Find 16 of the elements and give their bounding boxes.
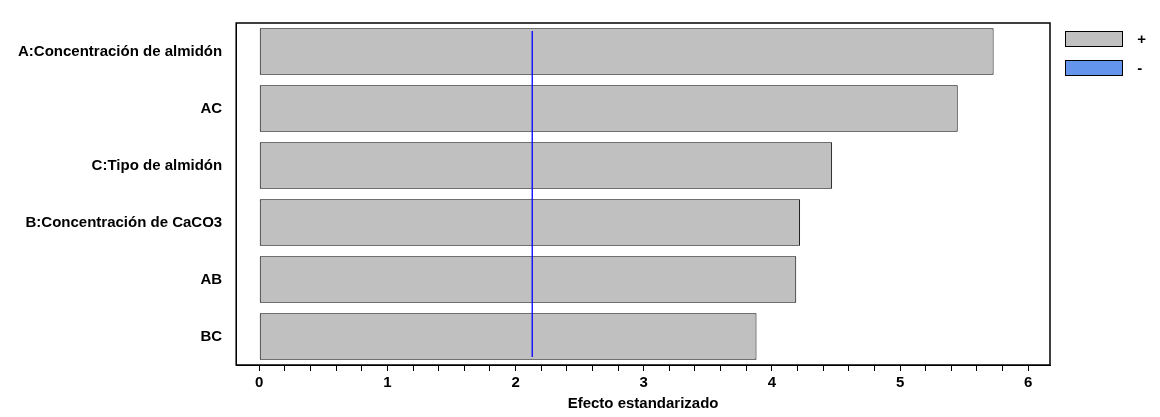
x-tick-label: 0 xyxy=(255,373,264,391)
y-tick-label: AB xyxy=(200,269,223,287)
x-tick-label: 5 xyxy=(895,373,905,391)
text: + xyxy=(1137,30,1146,47)
x-axis-title: Efecto estandarizado xyxy=(567,394,719,412)
x-tick-label: 3 xyxy=(639,373,648,391)
y-tick-label: B:Concentración de CaCO3 xyxy=(25,212,223,230)
y-tick-label: C:Tipo de almidón xyxy=(91,155,223,173)
y-tick-label: A:Concentración de almidón xyxy=(18,41,223,59)
x-tick-label: 4 xyxy=(767,373,777,391)
x-tick-label: 2 xyxy=(511,373,520,391)
y-tick-label: AC xyxy=(200,98,223,116)
legend-label: - xyxy=(1137,59,1143,76)
x-tick-label: 1 xyxy=(383,373,392,391)
x-tick-label: 6 xyxy=(1024,373,1033,391)
y-tick-label: BC xyxy=(200,326,223,344)
